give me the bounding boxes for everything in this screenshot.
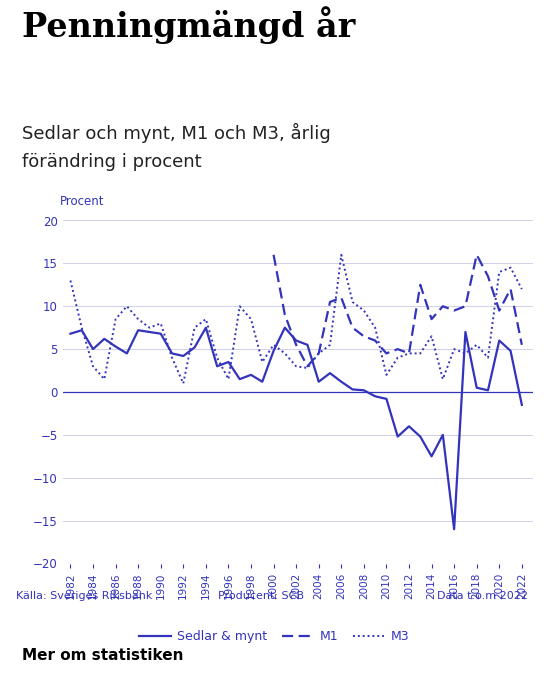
Text: Sedlar och mynt, M1 och M3, årlig
förändring i procent: Sedlar och mynt, M1 och M3, årlig föränd… bbox=[22, 123, 331, 171]
Text: Procent: Procent bbox=[60, 195, 104, 209]
Text: Producent: SCB: Producent: SCB bbox=[218, 592, 304, 601]
Text: Data t.o.m 2022: Data t.o.m 2022 bbox=[437, 592, 528, 601]
Legend: Sedlar & mynt, M1, M3: Sedlar & mynt, M1, M3 bbox=[134, 625, 414, 648]
Text: Mer om statistiken: Mer om statistiken bbox=[22, 648, 183, 663]
Text: Penningmängd år: Penningmängd år bbox=[22, 6, 355, 44]
Text: Källa: Sveriges Riksbank: Källa: Sveriges Riksbank bbox=[16, 592, 153, 601]
